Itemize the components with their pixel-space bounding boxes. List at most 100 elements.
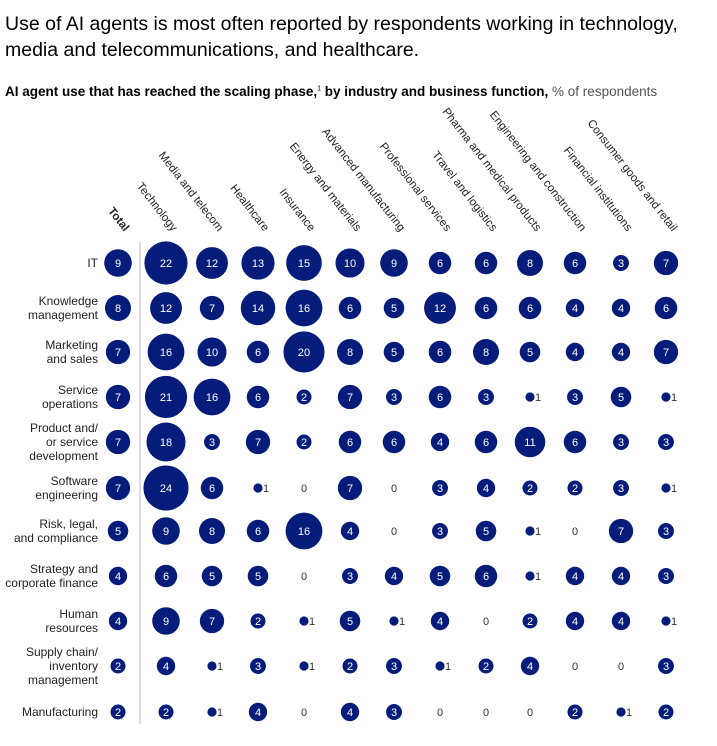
bubble [150, 292, 182, 324]
value-label: 3 [572, 392, 578, 404]
value-label: 3 [663, 437, 669, 449]
value-label: 6 [527, 303, 533, 315]
value-label: 4 [437, 616, 443, 628]
value-label: 4 [572, 347, 578, 359]
value-label: 2 [255, 616, 261, 628]
value-label: 3 [618, 483, 624, 495]
bubble [611, 342, 631, 362]
value-label: 1 [535, 526, 541, 538]
value-label: 15 [298, 258, 310, 270]
value-label: 2 [115, 661, 121, 673]
bubble [337, 384, 363, 410]
value-label: 9 [391, 258, 397, 270]
value-label: 8 [115, 303, 121, 315]
bubble [286, 245, 322, 281]
value-label: 9 [115, 258, 121, 270]
value-label: 2 [663, 707, 669, 719]
value-label: 2 [347, 661, 353, 673]
bubble [285, 512, 323, 550]
value-label: 7 [255, 437, 261, 449]
bubble [342, 568, 358, 584]
row-label: Strategy and [30, 562, 98, 576]
value-label: 4 [163, 661, 169, 673]
bubble [107, 520, 129, 542]
bubble [207, 661, 217, 671]
value-label: 4 [572, 571, 578, 583]
value-label: 4 [483, 483, 489, 495]
value-label: 2 [301, 437, 307, 449]
value-label: 3 [391, 707, 397, 719]
value-label: 4 [255, 707, 261, 719]
bubble [428, 340, 452, 364]
bubble [204, 434, 220, 450]
chart-title: Use of AI agents is most often reported … [5, 13, 678, 61]
bubble [105, 429, 131, 455]
value-label: 7 [663, 347, 669, 359]
value-label: 9 [163, 526, 169, 538]
value-label: 1 [309, 616, 315, 628]
value-label: 7 [115, 392, 121, 404]
value-label: 4 [618, 616, 624, 628]
row-label: corporate finance [5, 576, 98, 590]
bubble [389, 616, 399, 626]
value-label: 3 [347, 571, 353, 583]
bubble [386, 658, 402, 674]
row-label: management [28, 673, 99, 687]
bubble [432, 480, 448, 496]
row-label: Human [59, 607, 98, 621]
bubble [565, 611, 585, 631]
value-label: 5 [483, 526, 489, 538]
bubble [522, 480, 538, 496]
bubble [199, 295, 225, 321]
value-label: 3 [618, 258, 624, 270]
value-label: 6 [663, 303, 669, 315]
row-label: Risk, legal, [39, 517, 98, 531]
value-label: 4 [572, 303, 578, 315]
bubble [147, 333, 185, 371]
value-label: 2 [483, 661, 489, 673]
bubble [104, 249, 132, 277]
value-label: 3 [483, 392, 489, 404]
value-label: 24 [160, 483, 172, 495]
bubble [296, 389, 312, 405]
value-label: 2 [115, 707, 121, 719]
bubble [152, 517, 180, 545]
bubble [435, 661, 445, 671]
bubble [474, 564, 498, 588]
bubble [478, 658, 494, 674]
column-header: Total [105, 205, 131, 233]
value-label: 2 [527, 483, 533, 495]
bubble [611, 611, 631, 631]
row-label: IT [87, 256, 98, 270]
value-label: 6 [572, 437, 578, 449]
bubble [247, 565, 269, 587]
value-label: 6 [483, 303, 489, 315]
bubble [335, 248, 365, 278]
row-label: engineering [35, 488, 98, 502]
value-label: 13 [252, 258, 264, 270]
value-label: 6 [391, 437, 397, 449]
value-label: 4 [115, 571, 121, 583]
value-label: 0 [301, 571, 307, 583]
value-label: 5 [391, 303, 397, 315]
value-label: 6 [572, 258, 578, 270]
value-label: 7 [663, 258, 669, 270]
row-label: Supply chain/ [26, 645, 99, 659]
value-label: 3 [618, 437, 624, 449]
row-label: or service [46, 435, 98, 449]
bubble [567, 480, 583, 496]
value-label: 10 [344, 258, 356, 270]
bubble [430, 432, 450, 452]
column-header: Insurance [277, 187, 318, 234]
bubble [658, 658, 674, 674]
value-label: 2 [163, 707, 169, 719]
bubble [474, 296, 498, 320]
value-label: 4 [347, 526, 353, 538]
value-label: 2 [572, 483, 578, 495]
value-label: 3 [437, 483, 443, 495]
value-label: 4 [618, 303, 624, 315]
value-label: 1 [445, 661, 451, 673]
row-label: Knowledge [39, 294, 99, 308]
row-label: inventory [49, 659, 98, 673]
